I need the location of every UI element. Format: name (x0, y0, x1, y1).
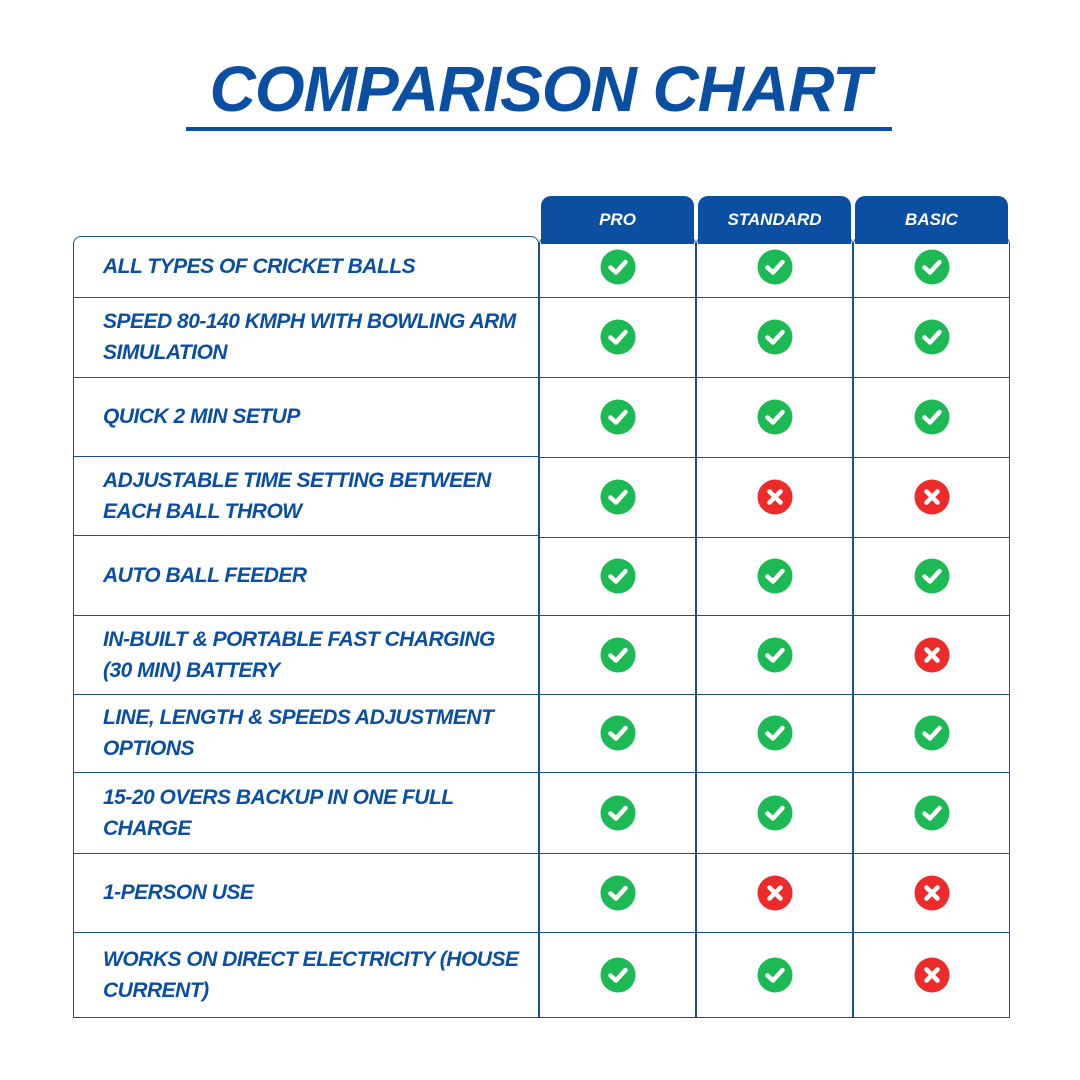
check-icon (600, 875, 636, 911)
check-icon (600, 957, 636, 993)
cross-icon (914, 637, 950, 673)
row-divider (73, 932, 539, 933)
feature-label: QUICK 2 MIN SETUP (103, 405, 300, 428)
check-icon (914, 249, 950, 285)
feature-row: QUICK 2 MIN SETUP (73, 377, 539, 456)
feature-label: 1-PERSON USE (103, 881, 254, 904)
row-divider (73, 694, 539, 695)
row-divider (539, 377, 1010, 378)
row-divider (73, 297, 539, 298)
feature-row: LINE, LENGTH & SPEEDS ADJUSTMENT OPTIONS (73, 694, 539, 772)
feature-row: SPEED 80-140 KMPH WITH BOWLING ARM SIMUL… (73, 297, 539, 377)
check-icon (914, 795, 950, 831)
feature-label: ADJUSTABLE TIME SETTING BETWEEN EACH BAL… (103, 468, 491, 523)
row-divider (539, 932, 1010, 933)
feature-label: 15-20 OVERS BACKUP IN ONE FULL CHARGE (103, 785, 454, 840)
row-divider (73, 535, 539, 536)
check-icon (600, 479, 636, 515)
feature-row: AUTO BALL FEEDER (73, 535, 539, 615)
feature-column (73, 236, 539, 1018)
check-icon (757, 558, 793, 594)
feature-row: 1-PERSON USE (73, 853, 539, 932)
check-icon (600, 637, 636, 673)
table-bottom-border (73, 1017, 1010, 1018)
check-icon (757, 399, 793, 435)
row-divider (73, 615, 539, 616)
cross-icon (914, 479, 950, 515)
cross-icon (757, 479, 793, 515)
column-header-pro: PRO (541, 196, 694, 244)
row-divider (539, 694, 1010, 695)
check-icon (757, 715, 793, 751)
feature-label: SPEED 80-140 KMPH WITH BOWLING ARM SIMUL… (103, 310, 516, 364)
check-icon (914, 399, 950, 435)
check-icon (757, 795, 793, 831)
check-icon (914, 715, 950, 751)
check-icon (757, 957, 793, 993)
feature-row: ADJUSTABLE TIME SETTING BETWEEN EACH BAL… (73, 456, 539, 535)
feature-label: LINE, LENGTH & SPEEDS ADJUSTMENT OPTIONS (103, 706, 494, 760)
check-icon (600, 399, 636, 435)
row-divider (539, 772, 1010, 773)
feature-row: ALL TYPES OF CRICKET BALLS (73, 236, 539, 297)
check-icon (600, 715, 636, 751)
row-divider (73, 853, 539, 854)
check-icon (600, 319, 636, 355)
row-divider (539, 615, 1010, 616)
cross-icon (914, 957, 950, 993)
row-divider (539, 457, 1010, 458)
check-icon (600, 795, 636, 831)
row-divider (539, 537, 1010, 538)
check-icon (757, 319, 793, 355)
check-icon (914, 319, 950, 355)
feature-row: WORKS ON DIRECT ELECTRICITY (HOUSE CURRE… (73, 932, 539, 1018)
feature-label: IN-BUILT & PORTABLE FAST CHARGING (30 MI… (103, 627, 495, 682)
page-title: COMPARISON CHART (209, 53, 872, 125)
title-underline (186, 127, 892, 131)
check-icon (600, 249, 636, 285)
feature-label: ALL TYPES OF CRICKET BALLS (103, 255, 416, 278)
row-divider (539, 853, 1010, 854)
row-divider (539, 297, 1010, 298)
row-divider (73, 377, 539, 378)
column-header-standard: STANDARD (698, 196, 851, 244)
feature-row: IN-BUILT & PORTABLE FAST CHARGING (30 MI… (73, 615, 539, 694)
column-header-basic: BASIC (855, 196, 1008, 244)
check-icon (600, 558, 636, 594)
feature-label: WORKS ON DIRECT ELECTRICITY (HOUSE CURRE… (103, 948, 519, 1002)
feature-row: 15-20 OVERS BACKUP IN ONE FULL CHARGE (73, 772, 539, 853)
cross-icon (757, 875, 793, 911)
check-icon (914, 558, 950, 594)
row-divider (73, 772, 539, 773)
check-icon (757, 637, 793, 673)
check-icon (757, 249, 793, 285)
plan-column-pro (539, 236, 696, 1018)
cross-icon (914, 875, 950, 911)
row-divider (73, 456, 539, 457)
feature-label: AUTO BALL FEEDER (103, 563, 307, 587)
